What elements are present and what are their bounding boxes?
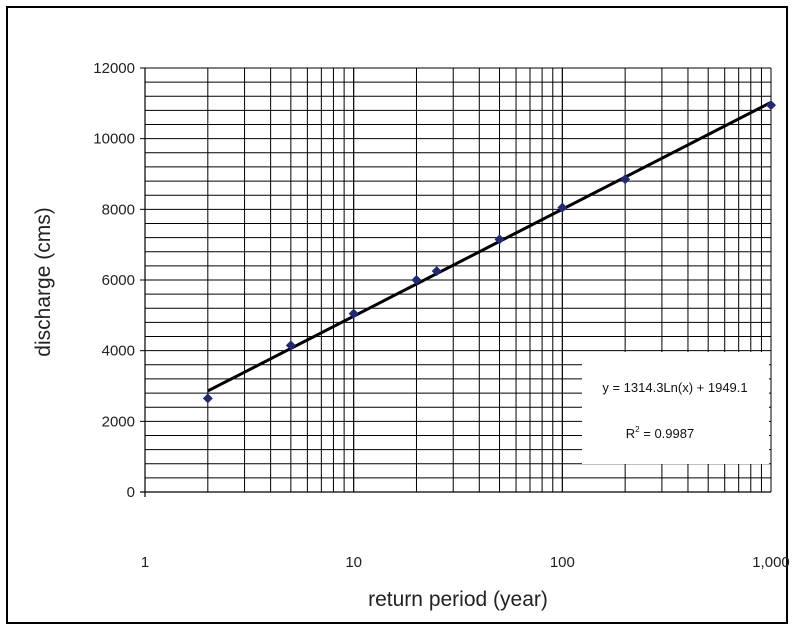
data-points: [202, 100, 776, 404]
y-tick-label: 6000: [102, 272, 135, 289]
data-point: [431, 266, 442, 277]
data-point: [557, 202, 568, 213]
x-tick-label: 1,000: [752, 554, 790, 571]
y-tick-label: 2000: [102, 413, 135, 430]
x-tick-label: 100: [550, 554, 575, 571]
y-tick-label: 4000: [102, 343, 135, 360]
data-point: [766, 100, 776, 111]
y-axis-title: discharge (cms): [32, 207, 55, 356]
trendline-equation: y = 1314.3Ln(x) + 1949.1: [602, 380, 747, 395]
data-point: [620, 174, 631, 185]
x-tick-label: 10: [345, 554, 362, 571]
y-tick-label: 12000: [93, 60, 135, 77]
data-point: [494, 234, 505, 245]
trendline-group: [207, 101, 772, 393]
y-tick-label: 8000: [102, 201, 135, 218]
chart-tick-labels: 0 2000 4000 6000 8000 10000 12000 1 10 100 1,000: [93, 60, 789, 571]
trendline-r-squared: R2 = 0.9987: [626, 425, 694, 441]
x-axis-title: return period (year): [368, 588, 548, 611]
data-point: [202, 393, 213, 404]
data-point: [285, 340, 296, 351]
trendline-label-box: y = 1314.3Ln(x) + 1949.1 R2 = 0.9987: [582, 352, 769, 464]
chart-frame: [6, 6, 788, 624]
y-tick-label: 10000: [93, 131, 135, 148]
trendline-label-background: [582, 352, 769, 464]
x-tick-label: 1: [141, 554, 149, 571]
y-tick-label: 0: [127, 484, 135, 501]
trendline: [207, 101, 772, 393]
data-point: [348, 308, 359, 319]
data-point: [411, 275, 422, 285]
chart-axes: [140, 67, 771, 497]
